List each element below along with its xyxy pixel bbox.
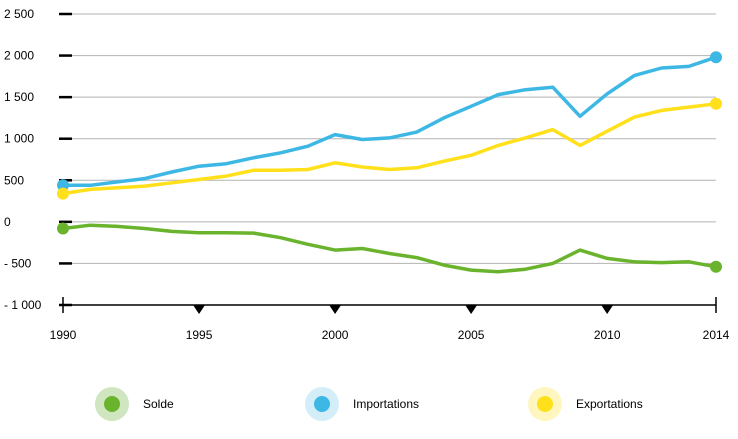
endpoint-dot-solde — [57, 222, 69, 235]
line-chart: 2 500 2 000 1 500 1 000 500 0 - 500 - 1 000 199… — [4, 7, 730, 342]
x-tick-marker — [601, 305, 614, 314]
series-line-importations — [61, 55, 718, 188]
endpoint-dot-importations — [57, 179, 69, 192]
legend-item-importations: Importations — [305, 380, 419, 428]
y-tick-label: 500 — [4, 173, 24, 187]
y-tick-label: - 500 — [4, 256, 32, 270]
endpoint-dot-importations — [710, 51, 722, 64]
y-tick-label: 0 — [4, 215, 11, 229]
x-tick-marker — [329, 305, 342, 314]
legend-label: Solde — [143, 397, 174, 411]
series-lines — [57, 51, 722, 274]
legend-item-solde: Solde — [95, 380, 174, 428]
x-tick-label: 2014 — [703, 328, 730, 342]
y-tick-label: 1 500 — [4, 90, 34, 104]
legend-item-exportations: Exportations — [528, 380, 643, 428]
series-line-exportations — [61, 102, 718, 196]
x-tick-marker — [193, 305, 206, 314]
importations-dot-icon — [314, 396, 330, 412]
x-tick-label: 2010 — [594, 328, 621, 342]
endpoint-dot-solde — [710, 260, 722, 273]
legend-swatch-exportations — [528, 387, 562, 421]
legend-label: Exportations — [576, 397, 643, 411]
x-tick-label: 1990 — [50, 328, 77, 342]
grid-lines — [63, 13, 716, 306]
x-axis: 1990 1995 2000 2005 2010 2014 — [50, 297, 730, 342]
series-line-solde — [61, 223, 718, 274]
x-tick-label: 2005 — [458, 328, 485, 342]
legend-label: Importations — [353, 397, 420, 411]
exportations-dot-icon — [537, 396, 553, 412]
y-tick-label: 2 500 — [4, 7, 34, 21]
legend-swatch-importations — [305, 387, 339, 421]
endpoint-dot-exportations — [710, 97, 722, 110]
legend-swatch-solde — [95, 387, 129, 421]
x-tick-marker — [465, 305, 478, 314]
y-tick-label: - 1 000 — [4, 298, 42, 312]
y-tick-label: 2 000 — [4, 49, 34, 63]
x-tick-label: 2000 — [322, 328, 349, 342]
endpoint-dot-exportations — [57, 187, 69, 200]
x-tick-label: 1995 — [186, 328, 213, 342]
y-tick-label: 1 000 — [4, 132, 34, 146]
solde-dot-icon — [104, 396, 120, 412]
y-axis-ticks: 2 500 2 000 1 500 1 000 500 0 - 500 - 1 000 — [4, 7, 72, 312]
